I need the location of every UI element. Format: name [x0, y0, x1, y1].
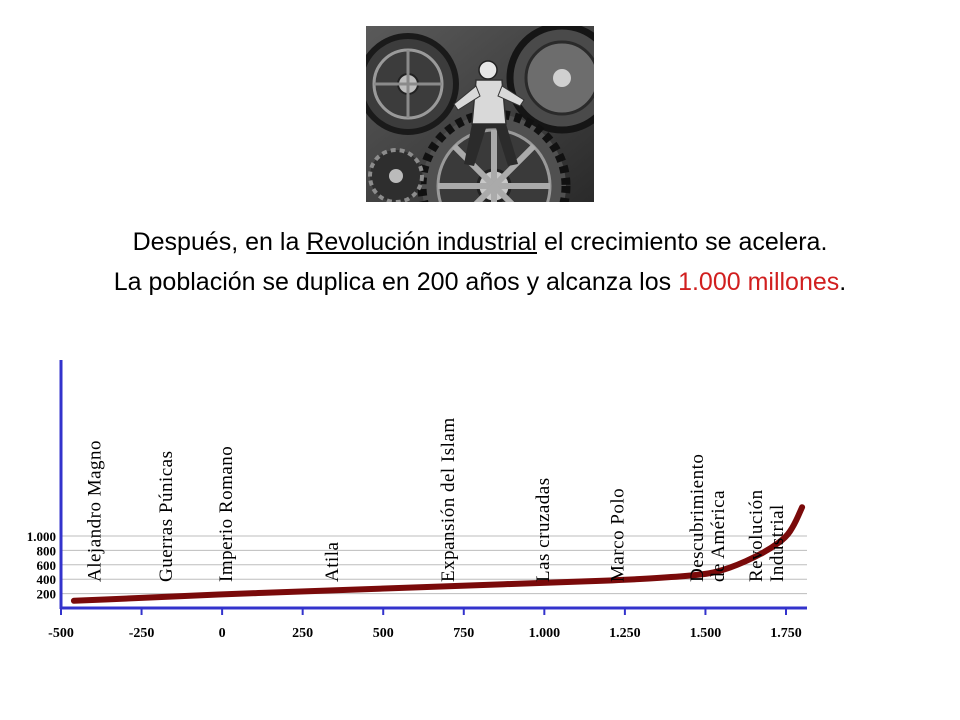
curve-layer — [70, 504, 806, 604]
event-label: de América — [708, 490, 729, 582]
population-curve — [70, 504, 806, 604]
event-label: Imperio Romano — [216, 446, 237, 582]
x-tick-label: 250 — [292, 626, 313, 641]
event-label: Alejandro Magno — [84, 440, 105, 582]
caption-line-2-after: . — [839, 268, 847, 296]
event-annotation: Revolución Industrial — [746, 489, 788, 582]
gear-left — [366, 33, 459, 135]
y-tick-label: 600 — [37, 558, 57, 573]
event-annotation: Expansión del Islam — [438, 417, 459, 582]
label-layer: Alejandro Magno Guerras Púnicas Imperio Ro… — [84, 417, 788, 583]
gear-right — [506, 26, 594, 134]
caption-line-1-after: el crecimiento se acelera. — [537, 228, 828, 256]
event-label: Revolución — [746, 489, 767, 582]
population-chart: 200 400 600 800 1.000 -500 -250 0 250 500 750 1.000… — [0, 350, 960, 670]
x-tick-label: 750 — [453, 626, 474, 641]
caption-line-1: Después, en la Revolución industrial el … — [0, 228, 960, 257]
modern-times-photo — [366, 26, 594, 202]
event-label: Las cruzadas — [533, 477, 554, 582]
event-annotation: Imperio Romano — [216, 446, 237, 582]
x-tick-label: -250 — [129, 626, 155, 641]
gear-bottom — [417, 109, 571, 202]
event-annotation: Descubrimiento de América — [687, 454, 729, 582]
caption-line-2-before: La población se duplica en 200 años y al… — [113, 268, 679, 296]
y-tick-label: 1.000 — [27, 529, 56, 544]
x-tick-label: 500 — [373, 626, 394, 641]
event-label: Atila — [322, 541, 343, 582]
x-tick-label: -500 — [48, 626, 74, 641]
event-annotation: Atila — [322, 541, 343, 582]
revolucion-industrial-link[interactable]: Revolución industrial — [306, 228, 537, 256]
population-highlight: 1.000 millones — [678, 268, 840, 296]
event-annotation: Marco Polo — [607, 488, 628, 582]
event-annotation: Las cruzadas — [533, 477, 554, 582]
event-label: Expansión del Islam — [438, 417, 459, 582]
event-label: Guerras Púnicas — [156, 451, 177, 583]
caption-line-2: La población se duplica en 200 años y al… — [0, 268, 960, 297]
event-annotation: Guerras Púnicas — [156, 451, 177, 583]
y-tick-label: 400 — [37, 572, 57, 587]
event-label: Marco Polo — [607, 488, 628, 582]
x-tick-label: 0 — [219, 626, 226, 641]
worker-figure — [453, 60, 525, 166]
event-label: Descubrimiento — [687, 454, 708, 582]
x-tick-label: 1.250 — [609, 626, 641, 641]
event-label: Industrial — [767, 504, 788, 582]
y-tick-label: 200 — [37, 587, 57, 602]
x-tick-label: 1.000 — [529, 626, 561, 641]
x-tick-label: 1.500 — [690, 626, 722, 641]
event-annotation: Alejandro Magno — [84, 440, 105, 582]
caption-line-1-before: Después, en la — [132, 228, 307, 256]
x-tick-label: 1.750 — [770, 626, 802, 641]
y-tick-label: 800 — [37, 543, 57, 558]
